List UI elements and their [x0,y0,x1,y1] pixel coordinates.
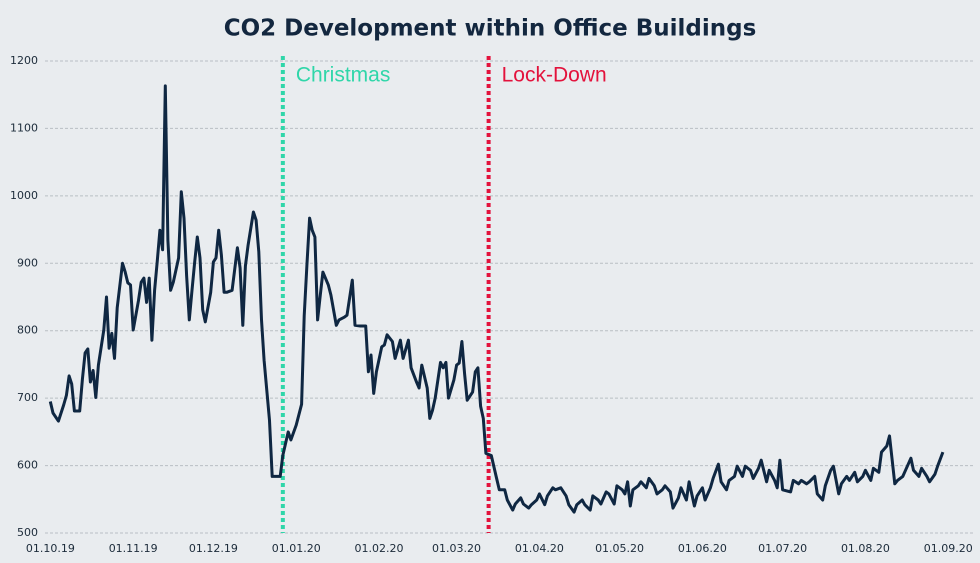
x-tick-label: 01.11.19 [109,542,158,555]
x-tick-label: 01.06.20 [678,542,727,555]
annotation-label: Christmas [296,64,391,87]
x-tick-label: 01.05.20 [595,542,644,555]
data-line [48,84,945,514]
y-tick-label: 1000 [10,189,38,202]
x-tick-label: 01.09.20 [924,542,973,555]
y-tick-label: 500 [17,526,38,539]
x-tick-label: 01.04.20 [515,542,564,555]
y-tick-label: 800 [17,324,38,337]
x-tick-label: 01.01.20 [272,542,321,555]
x-tick-label: 01.03.20 [432,542,481,555]
x-tick-label: 01.12.19 [189,542,238,555]
x-tick-label: 01.08.20 [841,542,890,555]
y-tick-label: 1100 [10,121,38,134]
annotation-label: Lock-Down [502,64,607,87]
x-tick-label: 01.10.19 [26,542,75,555]
y-tick-label: 900 [17,256,38,269]
x-tick-label: 01.07.20 [758,542,807,555]
y-tick-label: 600 [17,459,38,472]
y-tick-label: 1200 [10,54,38,67]
x-tick-label: 01.02.20 [355,542,404,555]
chart-title: CO2 Development within Office Buildings [224,16,757,42]
y-tick-label: 700 [17,391,38,404]
